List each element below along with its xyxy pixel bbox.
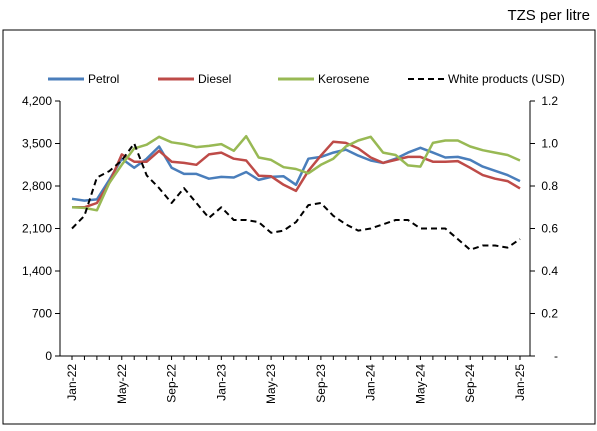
x-tick-label: Sep-23 bbox=[314, 364, 328, 403]
series-line bbox=[71, 142, 521, 251]
x-tick-label: Sep-22 bbox=[165, 364, 179, 403]
y2-tick-label: - bbox=[554, 349, 558, 363]
y2-tick-label: 0.8 bbox=[541, 179, 558, 193]
unit-title: TZS per litre bbox=[507, 7, 590, 24]
y-tick-label: 2,800 bbox=[22, 179, 52, 193]
series-line bbox=[72, 140, 521, 209]
frame bbox=[2, 29, 596, 425]
x-tick-label: Jan-23 bbox=[214, 364, 228, 401]
x-tick-label: Jan-24 bbox=[364, 364, 378, 401]
y2-tick-label: 0.6 bbox=[541, 222, 558, 236]
y-tick-label: 1,400 bbox=[22, 264, 52, 278]
legend-label: Diesel bbox=[198, 72, 231, 86]
y-tick-label: 700 bbox=[32, 307, 52, 321]
y2-tick-label: 1.0 bbox=[541, 137, 558, 151]
x-tick-label: May-22 bbox=[115, 364, 129, 404]
x-tick-label: Sep-24 bbox=[463, 364, 477, 403]
x-tick-label: Jan-25 bbox=[513, 364, 527, 401]
series-line bbox=[71, 134, 521, 212]
x-tick-label: Jan-22 bbox=[65, 364, 79, 401]
y-tick-label: 3,500 bbox=[22, 137, 52, 151]
y2-tick-label: 1.2 bbox=[541, 94, 558, 108]
x-tick-label: May-24 bbox=[413, 364, 427, 404]
series-line bbox=[71, 145, 521, 202]
y-tick-label: 2,100 bbox=[22, 222, 52, 236]
legend-label: Kerosene bbox=[318, 72, 370, 86]
y-tick-label: 4,200 bbox=[22, 94, 52, 108]
legend-label: Petrol bbox=[88, 72, 119, 86]
legend-label: White products (USD) bbox=[448, 72, 565, 86]
x-tick-label: May-23 bbox=[264, 364, 278, 404]
y-tick-label: 0 bbox=[45, 349, 52, 363]
y2-tick-label: 0.4 bbox=[541, 264, 558, 278]
y2-tick-label: 0.2 bbox=[541, 307, 558, 321]
